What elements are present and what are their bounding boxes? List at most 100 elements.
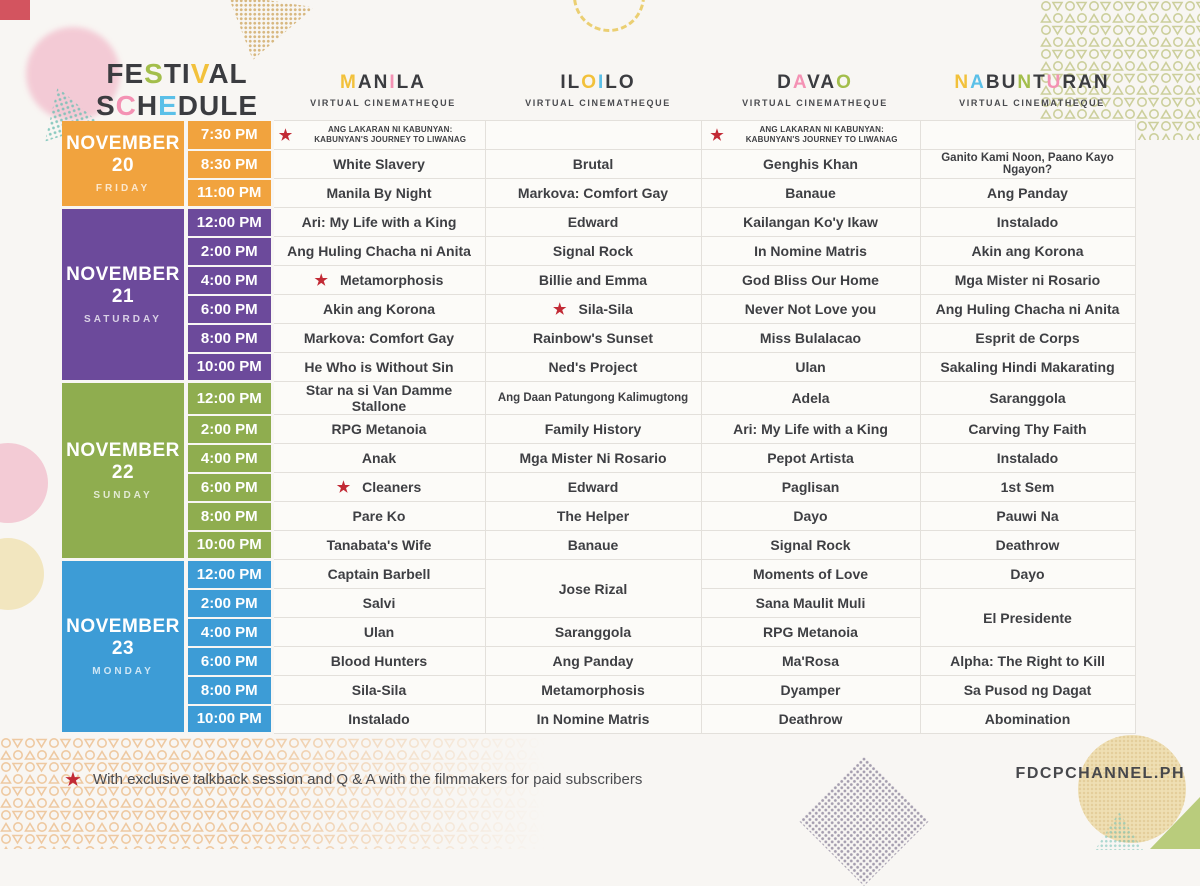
day-cell-november-23: NOVEMBER 23 MONDAY — [62, 559, 188, 735]
day-cell-november-22: NOVEMBER 22 SUNDAY — [62, 381, 188, 561]
time-cell: 4:00 PM — [186, 443, 274, 474]
film-cell: Metamorphosis — [484, 675, 702, 705]
film-cell: The Helper — [484, 501, 702, 531]
film-cell: ★ ANG LAKARAN NI KABUNYAN: KABUNYAN'S JO… — [271, 120, 486, 150]
film-cell: Ang Huling Chacha ni Anita — [271, 236, 486, 266]
website-url: FDCPCHANNEL.PH — [1015, 765, 1185, 782]
film-cell: Ulan — [271, 617, 486, 647]
day-weekday: MONDAY — [92, 666, 154, 677]
title-line-festival: FESTIVAL — [106, 58, 248, 89]
film-title: Sila-Sila — [578, 301, 633, 317]
orange-pattern-bottomleft — [0, 737, 700, 849]
film-cell: Ang Panday — [919, 178, 1136, 208]
film-cell: ★ ANG LAKARAN NI KABUNYAN: KABUNYAN'S JO… — [700, 120, 921, 150]
film-cell: Genghis Khan — [700, 149, 921, 179]
film-cell: ★ Metamorphosis — [271, 265, 486, 295]
footnote-text: With exclusive talkback session and Q & … — [92, 771, 643, 788]
day-date: NOVEMBER 20 — [66, 132, 180, 176]
film-cell: Rainbow's Sunset — [484, 323, 702, 353]
olive-pattern-topright — [1040, 0, 1200, 140]
city-name-davao: DAVAO — [777, 72, 853, 93]
city-name-nabunturan: NABUNTURAN — [954, 72, 1110, 93]
film-cell: Saranggola — [919, 381, 1136, 415]
film-cell-merged: El Presidente — [919, 588, 1136, 647]
film-cell: Signal Rock — [484, 236, 702, 266]
time-cell: 2:00 PM — [186, 588, 274, 619]
film-title: Metamorphosis — [339, 272, 444, 288]
film-cell: Ma'Rosa — [700, 646, 921, 676]
time-cell: 10:00 PM — [186, 530, 274, 561]
film-cell: Instalado — [271, 704, 486, 734]
film-cell: Deathrow — [700, 704, 921, 734]
film-cell: Markova: Comfort Gay — [484, 178, 702, 208]
film-cell: Esprit de Corps — [919, 323, 1136, 353]
column-header-iloilo: ILOILO VIRTUAL CINEMATHEQUE — [498, 72, 698, 108]
film-cell: Ulan — [700, 352, 921, 382]
time-cell: 8:00 PM — [186, 501, 274, 532]
column-header-nabunturan: NABUNTURAN VIRTUAL CINEMATHEQUE — [922, 72, 1142, 108]
film-cell: ★ Cleaners — [271, 472, 486, 502]
film-cell: Akin ang Korona — [271, 294, 486, 324]
film-cell: Instalado — [919, 443, 1136, 473]
time-cell: 2:00 PM — [186, 236, 274, 267]
film-cell: Edward — [484, 472, 702, 502]
talkback-star-icon: ★ — [314, 272, 328, 289]
film-cell: Ang Panday — [484, 646, 702, 676]
film-cell: Mga Mister ni Rosario — [919, 265, 1136, 295]
day-date: NOVEMBER 22 — [66, 440, 180, 483]
film-cell: He Who is Without Sin — [271, 352, 486, 382]
film-cell: Dyamper — [700, 675, 921, 705]
film-title: ANG LAKARAN NI KABUNYAN: KABUNYAN'S JOUR… — [745, 124, 898, 144]
talkback-star-icon: ★ — [278, 127, 293, 144]
film-cell: Ganito Kami Noon, Paano Kayo Ngayon? — [919, 149, 1136, 179]
day-weekday: SATURDAY — [84, 314, 162, 325]
red-corner-shape — [0, 0, 30, 20]
film-title: Cleaners — [362, 479, 422, 495]
time-cell: 8:00 PM — [186, 323, 274, 354]
time-cell: 6:00 PM — [186, 646, 274, 677]
film-cell: In Nomine Matris — [700, 236, 921, 266]
talkback-footnote: ★ With exclusive talkback session and Q … — [64, 767, 642, 792]
time-cell: 8:00 PM — [186, 675, 274, 706]
time-cell: 10:00 PM — [186, 352, 274, 383]
film-cell: Alpha: The Right to Kill — [919, 646, 1136, 676]
film-cell: Brutal — [484, 149, 702, 179]
city-subtitle: VIRTUAL CINEMATHEQUE — [525, 98, 671, 108]
film-cell: Blood Hunters — [271, 646, 486, 676]
film-cell: Markova: Comfort Gay — [271, 323, 486, 353]
time-cell: 7:30 PM — [186, 120, 274, 151]
title-line-schedule: SCHEDULE — [95, 89, 259, 121]
film-cell: Paglisan — [700, 472, 921, 502]
film-cell: Sakaling Hindi Makarating — [919, 352, 1136, 382]
film-cell: Billie and Emma — [484, 265, 702, 295]
film-cell: Sa Pusod ng Dagat — [919, 675, 1136, 705]
film-cell-empty — [484, 120, 702, 150]
film-cell: In Nomine Matris — [484, 704, 702, 734]
film-cell: God Bliss Our Home — [700, 265, 921, 295]
time-cell: 6:00 PM — [186, 294, 274, 325]
film-cell: Akin ang Korona — [919, 236, 1136, 266]
time-cell: 12:00 PM — [186, 559, 274, 590]
column-header-davao: DAVAO VIRTUAL CINEMATHEQUE — [715, 72, 915, 108]
film-cell: Pauwi Na — [919, 501, 1136, 531]
schedule-table: NOVEMBER 20 FRIDAY 7:30 PM ★ ANG LAKARAN… — [62, 120, 1136, 735]
film-cell: Sila-Sila — [271, 675, 486, 705]
city-subtitle: VIRTUAL CINEMATHEQUE — [742, 98, 888, 108]
day-date: NOVEMBER 23 — [66, 616, 180, 659]
film-cell: RPG Metanoia — [271, 414, 486, 444]
time-cell: 8:30 PM — [186, 149, 274, 180]
film-cell: White Slavery — [271, 149, 486, 179]
film-cell: Abomination — [919, 704, 1136, 734]
film-cell: 1st Sem — [919, 472, 1136, 502]
film-title: ANG LAKARAN NI KABUNYAN: KABUNYAN'S JOUR… — [314, 124, 467, 144]
film-cell: Ari: My Life with a King — [271, 207, 486, 237]
film-cell: Never Not Love you — [700, 294, 921, 324]
time-cell: 12:00 PM — [186, 381, 274, 416]
day-weekday: SUNDAY — [93, 490, 153, 501]
film-cell-empty — [919, 120, 1136, 150]
film-cell: Signal Rock — [700, 530, 921, 560]
film-cell: Captain Barbell — [271, 559, 486, 589]
film-cell: Ned's Project — [484, 352, 702, 382]
film-cell: Pare Ko — [271, 501, 486, 531]
